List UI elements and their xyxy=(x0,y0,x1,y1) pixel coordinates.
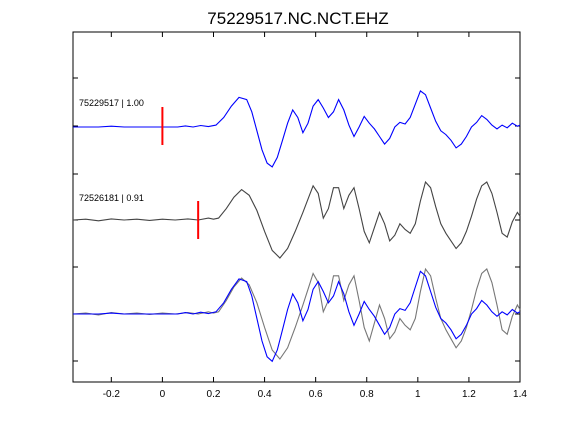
trace-label-2: 72526181 | 0.91 xyxy=(79,193,144,203)
trace-line-1 xyxy=(73,90,521,168)
x-tick-label: -0.2 xyxy=(103,389,121,400)
overlay-trace-2 xyxy=(72,267,521,360)
trace-label-1: 75229517 | 1.00 xyxy=(79,98,144,108)
x-tick-label: 0.2 xyxy=(207,389,221,400)
trace-area xyxy=(72,90,521,363)
x-tick-label: 0.4 xyxy=(258,389,272,400)
x-tick-label: 1 xyxy=(415,389,421,400)
chart-title: 75229517.NC.NCT.EHZ xyxy=(207,9,388,28)
x-axis: -0.2 0 0.2 0.4 0.6 0.8 1 1.2 1.4 xyxy=(103,32,527,400)
overlay-trace-1 xyxy=(73,270,521,363)
x-tick-label: 1.2 xyxy=(462,389,476,400)
x-tick-label: 1.4 xyxy=(513,389,527,400)
x-tick-label: 0 xyxy=(160,389,166,400)
x-tick-label: 0.6 xyxy=(309,389,323,400)
plot-frame xyxy=(72,31,521,383)
trace-labels: 75229517 | 1.00 72526181 | 0.91 xyxy=(79,98,144,203)
x-tick-label: 0.8 xyxy=(360,389,374,400)
trace-line-2 xyxy=(72,180,521,259)
